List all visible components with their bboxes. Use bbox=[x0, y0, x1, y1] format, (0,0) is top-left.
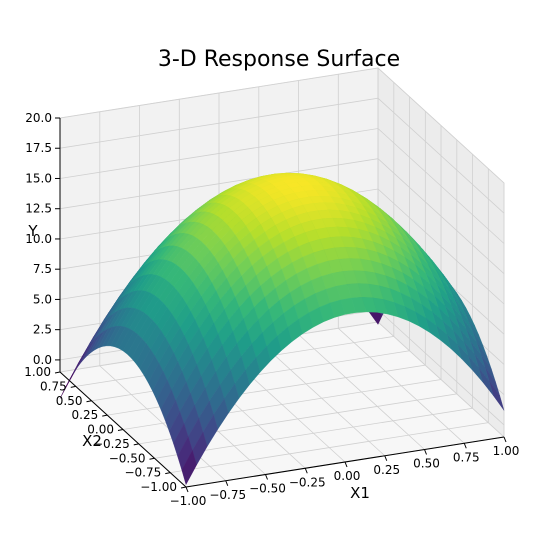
z-tick-label: 20.0 bbox=[25, 111, 52, 125]
y-tick-mark bbox=[149, 457, 155, 460]
x-tick-mark bbox=[424, 449, 427, 455]
x-tick-mark bbox=[384, 455, 388, 461]
z-tick-label: 15.0 bbox=[25, 171, 52, 185]
x-tick-label: 0.50 bbox=[413, 457, 440, 471]
x-axis-label: X1 bbox=[350, 484, 370, 502]
y-tick-label: 0.75 bbox=[40, 379, 67, 393]
y-tick-label: 1.00 bbox=[24, 365, 51, 379]
y-tick-mark bbox=[70, 385, 76, 388]
y-tick-mark bbox=[102, 414, 108, 417]
x-tick-label: 0.00 bbox=[334, 469, 361, 483]
x-tick-label: 0.75 bbox=[453, 450, 480, 464]
y-tick-mark bbox=[117, 429, 124, 431]
x-tick-label: 0.25 bbox=[373, 463, 400, 477]
y-tick-label: 0.25 bbox=[72, 408, 99, 422]
surface-facet bbox=[181, 449, 197, 486]
x-tick-label: −0.75 bbox=[209, 488, 246, 502]
z-tick-label: 7.5 bbox=[33, 262, 52, 276]
y-gridline bbox=[138, 139, 458, 445]
y-gridline bbox=[154, 154, 473, 459]
y-tick-mark bbox=[165, 472, 171, 475]
x-tick-mark bbox=[304, 468, 308, 474]
y-tick-mark bbox=[133, 443, 139, 446]
y-tick-label: 0.50 bbox=[56, 394, 83, 408]
x-tick-mark bbox=[185, 486, 189, 493]
z-tick-label: 10.0 bbox=[25, 232, 52, 246]
z-tick-label: 5.0 bbox=[33, 292, 52, 306]
y-tick-mark bbox=[180, 486, 187, 489]
axes-ticks: −1.00 −0.75 −0.50 −0.25 0.00 0.25 0.50 0.75 1.00… bbox=[24, 111, 519, 508]
z-axis-label: Y bbox=[27, 222, 38, 240]
x-tick-label: −0.50 bbox=[249, 482, 286, 496]
y-tick-label: −0.75 bbox=[124, 466, 161, 480]
z-gridline bbox=[59, 188, 505, 305]
z-tick-label: 12.5 bbox=[25, 202, 52, 216]
chart-title: 3-D Response Surface bbox=[158, 47, 400, 72]
x-tick-label: −0.25 bbox=[289, 475, 326, 489]
x-tick-mark bbox=[503, 436, 507, 443]
y-tick-label: −1.00 bbox=[140, 480, 177, 494]
y-tick-mark bbox=[54, 371, 61, 374]
x-tick-mark bbox=[463, 443, 467, 449]
z-gridline bbox=[59, 158, 505, 274]
z-gridline bbox=[59, 97, 505, 214]
x-tick-label: −1.00 bbox=[170, 494, 207, 508]
x-tick-label: 1.00 bbox=[493, 444, 520, 458]
y-tick-label: 0.00 bbox=[87, 423, 114, 437]
y-gridline bbox=[122, 125, 442, 430]
x-tick-mark bbox=[344, 461, 348, 468]
z-gridline bbox=[59, 67, 505, 184]
y-gridline bbox=[170, 168, 489, 473]
z-gridline bbox=[59, 128, 505, 244]
response-surface bbox=[59, 172, 505, 486]
y-axis-label: X2 bbox=[82, 432, 102, 450]
y-tick-label: −0.50 bbox=[109, 451, 146, 465]
z-tick-label: 2.5 bbox=[33, 323, 52, 337]
x-tick-mark bbox=[225, 480, 229, 486]
y-tick-label: −0.25 bbox=[93, 437, 130, 451]
z-tick-label: 0.0 bbox=[33, 353, 52, 367]
x-tick-mark bbox=[265, 474, 268, 480]
z-tick-label: 17.5 bbox=[25, 141, 52, 155]
y-tick-mark bbox=[86, 400, 92, 403]
